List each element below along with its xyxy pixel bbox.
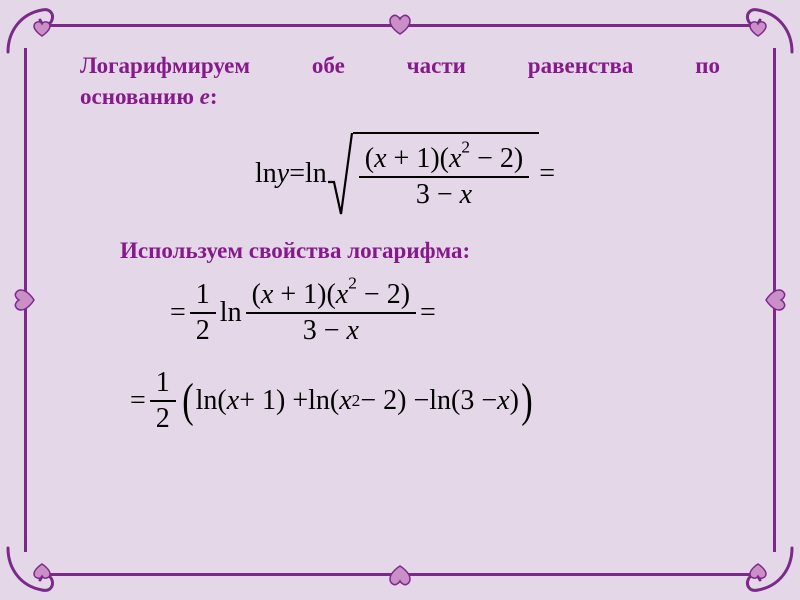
slide-subheading: Используем свойства логарифма:	[120, 238, 720, 264]
radical-sign-icon	[327, 132, 353, 216]
one-half-fraction: 1 2	[190, 278, 216, 348]
ln-text: ln	[220, 299, 242, 327]
square-root: (x + 1)(x2 − 2) 3 − x	[327, 132, 539, 216]
open-paren: (	[182, 384, 193, 418]
frame-line-top	[48, 24, 752, 27]
ln-text: ln(3 −	[429, 387, 497, 415]
formula-step-1: ln y = ln (x + 1)(x2 − 2) 3 − x =	[90, 132, 720, 216]
equals-sign: =	[289, 160, 305, 188]
close-paren: )	[521, 384, 532, 418]
heading-line2-after: :	[210, 84, 218, 109]
heading-line2-before: основанию	[80, 84, 200, 109]
variable-y: y	[277, 160, 289, 188]
corner-heart-swirl-icon	[742, 2, 798, 58]
edge-heart-icon	[386, 10, 414, 38]
one-half-fraction: 1 2	[150, 366, 176, 436]
ln-text: ln(	[196, 387, 227, 415]
corner-heart-swirl-icon	[2, 2, 58, 58]
numerator: (x + 1)(x2 − 2)	[246, 278, 416, 312]
frame-line-bottom	[48, 573, 752, 576]
equals-sign: =	[170, 299, 186, 327]
denominator: 3 − x	[297, 314, 365, 348]
formula-step-3: = 1 2 ( ln(x + 1) + ln(x2 − 2) − ln(3 − …	[90, 366, 720, 436]
heading-variable-e: e	[200, 84, 210, 109]
corner-heart-swirl-icon	[2, 542, 58, 598]
formula-step-2: = 1 2 ln (x + 1)(x2 − 2) 3 − x =	[90, 278, 720, 348]
edge-heart-icon	[386, 562, 414, 590]
numerator: (x + 1)(x2 − 2)	[359, 142, 529, 176]
radicand: (x + 1)(x2 − 2) 3 − x	[353, 132, 539, 216]
fraction: (x + 1)(x2 − 2) 3 − x	[359, 142, 529, 212]
corner-heart-swirl-icon	[742, 542, 798, 598]
frame-line-left	[24, 48, 27, 552]
ln-text: ln	[255, 160, 277, 188]
frame-line-right	[773, 48, 776, 552]
ln-text: ln	[305, 160, 327, 188]
slide-content: Логарифмируем обе части равенства по осн…	[80, 50, 720, 550]
edge-heart-icon	[10, 286, 38, 314]
heading-line2: основанию e:	[80, 81, 720, 112]
ln-text: ln(	[308, 387, 339, 415]
equals-sign: =	[420, 299, 436, 327]
equals-sign: =	[130, 387, 146, 415]
equals-sign: =	[539, 160, 555, 188]
slide-heading: Логарифмируем обе части равенства по осн…	[80, 50, 720, 112]
heading-line1: Логарифмируем обе части равенства по	[80, 50, 720, 81]
fraction: (x + 1)(x2 − 2) 3 − x	[246, 278, 416, 348]
edge-heart-icon	[762, 286, 790, 314]
denominator: 3 − x	[410, 178, 478, 212]
